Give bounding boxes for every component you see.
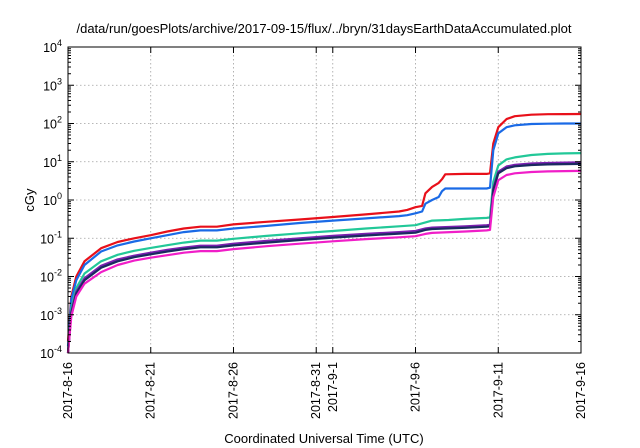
y-tick-label: 10-1 <box>40 229 62 246</box>
y-tick-label: 100 <box>43 191 62 208</box>
series-layer <box>66 112 582 354</box>
y-tick-label: 102 <box>43 115 62 132</box>
series-line-2 <box>66 122 581 347</box>
x-tick-label: 2017-8-26 <box>226 362 240 419</box>
y-axis-label: cGy <box>22 188 37 212</box>
x-tick-label: 2017-9-1 <box>326 362 340 412</box>
x-tick-label: 2017-9-11 <box>491 362 505 418</box>
series-line-3 <box>66 152 582 354</box>
x-tick-label: 2017-9-6 <box>409 362 423 412</box>
x-tick-labels: 2017-8-16 2017-8-21 2017-8-26 2017-8-31 2017… <box>61 362 588 419</box>
y-tick-labels: 10-4 10-3 10-2 10-1 100 101 102 103 104 <box>40 38 62 361</box>
series-line-5 <box>66 162 582 354</box>
grid-layer <box>68 47 581 353</box>
series-line-1 <box>66 112 582 342</box>
y-tick-label: 101 <box>43 153 62 170</box>
chart-title: /data/run/goesPlots/archive/2017-09-15/f… <box>76 21 571 36</box>
y-tick-label: 10-2 <box>40 268 62 285</box>
y-tick-label: 103 <box>43 76 62 93</box>
y-tick-label: 10-3 <box>40 306 62 323</box>
series-line-6 <box>66 169 582 354</box>
y-tick-label: 10-4 <box>40 344 62 361</box>
x-tick-label: 2017-8-16 <box>61 362 75 419</box>
x-tick-label: 2017-9-16 <box>574 362 588 419</box>
tick-layer <box>67 46 582 354</box>
x-axis-label: Coordinated Universal Time (UTC) <box>224 431 423 446</box>
series-line-4 <box>66 161 582 354</box>
y-tick-label: 104 <box>43 38 62 55</box>
x-tick-label: 2017-8-21 <box>144 362 158 419</box>
x-tick-label: 2017-8-31 <box>309 362 323 419</box>
